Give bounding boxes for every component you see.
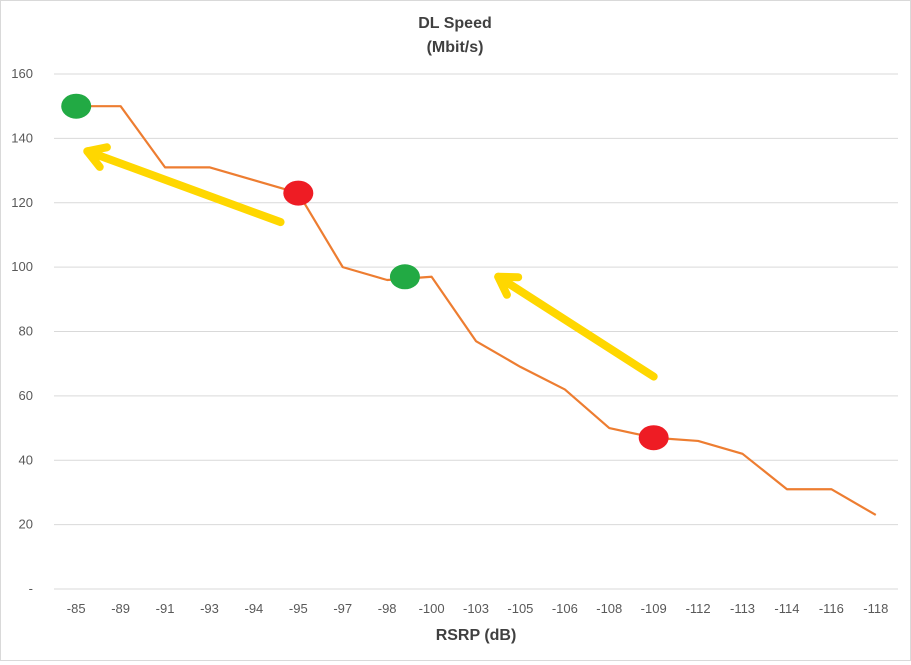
y-axis-ticks: - 20 40 60 80 100 120 140 160 — [11, 66, 33, 596]
y-tick-label: - — [29, 581, 33, 596]
y-tick-label: 100 — [11, 259, 33, 274]
series-layer — [76, 106, 876, 515]
annotation-layer — [87, 147, 653, 376]
x-tick-label: -106 — [552, 601, 578, 616]
x-tick-label: -109 — [641, 601, 667, 616]
x-tick-label: -98 — [378, 601, 397, 616]
y-tick-label: 40 — [19, 452, 33, 467]
chart-subtitle: (Mbit/s) — [427, 39, 484, 56]
x-tick-label: -95 — [289, 601, 308, 616]
y-tick-label: 140 — [11, 130, 33, 145]
y-tick-label: 80 — [19, 324, 33, 339]
highlight-marker — [61, 94, 91, 119]
series-line — [76, 106, 876, 515]
x-tick-label: -100 — [419, 601, 445, 616]
x-tick-label: -97 — [333, 601, 352, 616]
x-tick-label: -103 — [463, 601, 489, 616]
x-axis-title: RSRP (dB) — [436, 627, 517, 644]
x-tick-label: -114 — [774, 601, 799, 616]
y-tick-label: 20 — [19, 517, 33, 532]
x-tick-label: -108 — [596, 601, 622, 616]
x-tick-label: -105 — [507, 601, 533, 616]
x-tick-label: -113 — [730, 601, 755, 616]
highlight-marker — [639, 425, 669, 450]
y-tick-label: 60 — [19, 388, 33, 403]
x-tick-label: -93 — [200, 601, 219, 616]
chart-title: DL Speed — [418, 15, 492, 32]
highlight-marker — [390, 264, 420, 289]
x-tick-label: -89 — [111, 601, 130, 616]
arrow-annotation — [498, 277, 653, 377]
y-tick-label: 120 — [11, 195, 33, 210]
y-tick-label: 160 — [11, 66, 33, 81]
gridlines — [54, 74, 898, 589]
x-tick-label: -118 — [863, 601, 888, 616]
arrow-annotation — [87, 147, 280, 222]
x-tick-label: -116 — [819, 601, 844, 616]
x-tick-label: -91 — [156, 601, 175, 616]
x-tick-label: -94 — [244, 601, 263, 616]
marker-layer — [61, 94, 668, 451]
x-tick-label: -85 — [67, 601, 86, 616]
x-tick-label: -112 — [686, 601, 711, 616]
highlight-marker — [283, 181, 313, 206]
x-axis-ticks: -85 -89 -91 -93 -94 -95 -97 -98 -100 -103 -105 -106… — [67, 601, 889, 616]
